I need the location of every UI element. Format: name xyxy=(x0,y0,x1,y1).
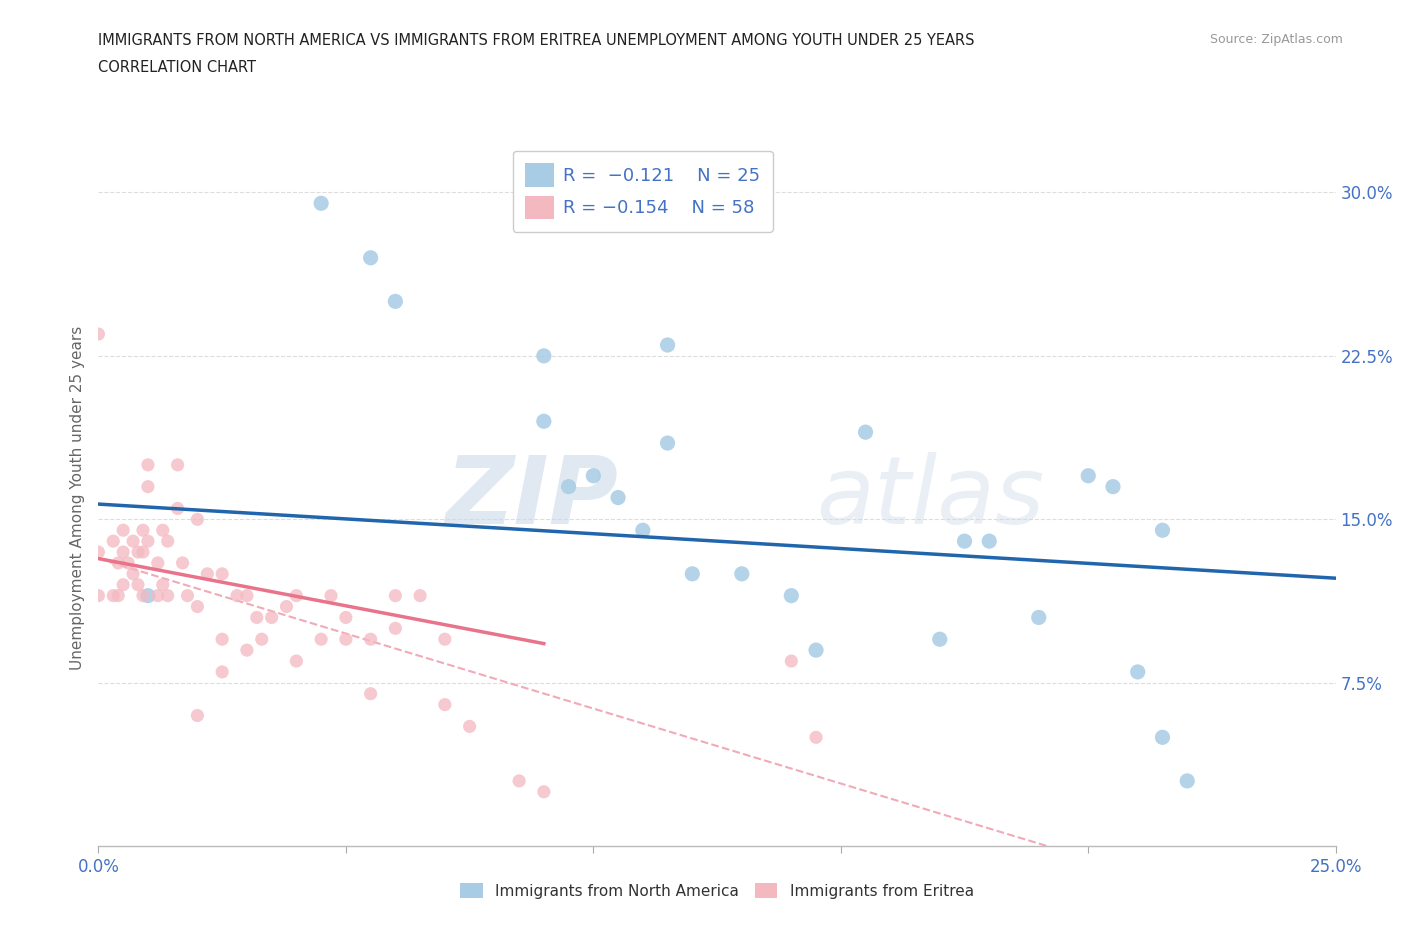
Point xyxy=(152,523,174,538)
Point xyxy=(127,545,149,560)
Point xyxy=(360,686,382,701)
Point xyxy=(780,588,803,603)
Point xyxy=(122,534,145,549)
Point xyxy=(1077,469,1099,484)
Point xyxy=(533,349,555,364)
Point xyxy=(433,631,456,646)
Point xyxy=(172,555,194,570)
Point xyxy=(335,610,357,625)
Point xyxy=(607,490,630,505)
Point xyxy=(533,784,555,799)
Point xyxy=(107,555,129,570)
Point xyxy=(211,566,233,581)
Point xyxy=(103,534,125,549)
Point xyxy=(195,566,218,581)
Text: ZIP: ZIP xyxy=(446,452,619,543)
Point xyxy=(855,425,877,440)
Point xyxy=(122,566,145,581)
Point xyxy=(236,643,259,658)
Point xyxy=(152,578,174,592)
Point xyxy=(409,588,432,603)
Point xyxy=(1102,479,1125,494)
Point xyxy=(127,578,149,592)
Point xyxy=(136,588,159,603)
Point xyxy=(186,708,208,723)
Point xyxy=(384,294,406,309)
Point xyxy=(384,621,406,636)
Point xyxy=(103,588,125,603)
Point xyxy=(186,599,208,614)
Point xyxy=(1175,774,1198,789)
Point xyxy=(953,534,976,549)
Point xyxy=(136,534,159,549)
Point xyxy=(681,566,703,581)
Point xyxy=(309,631,332,646)
Point xyxy=(557,479,579,494)
Point xyxy=(146,555,169,570)
Point xyxy=(136,458,159,472)
Point xyxy=(285,654,308,669)
Point xyxy=(1152,523,1174,538)
Point xyxy=(226,588,249,603)
Point xyxy=(804,643,827,658)
Point xyxy=(211,665,233,680)
Y-axis label: Unemployment Among Youth under 25 years: Unemployment Among Youth under 25 years xyxy=(69,326,84,670)
Point xyxy=(804,730,827,745)
Point xyxy=(250,631,273,646)
Point xyxy=(132,545,155,560)
Point xyxy=(211,631,233,646)
Point xyxy=(458,719,481,734)
Point xyxy=(117,555,139,570)
Point xyxy=(657,435,679,450)
Point xyxy=(166,501,188,516)
Point xyxy=(132,588,155,603)
Legend: Immigrants from North America, Immigrants from Eritrea: Immigrants from North America, Immigrant… xyxy=(454,877,980,905)
Point xyxy=(112,545,135,560)
Point xyxy=(136,479,159,494)
Point xyxy=(146,588,169,603)
Point xyxy=(1152,730,1174,745)
Point xyxy=(166,458,188,472)
Text: atlas: atlas xyxy=(815,452,1045,543)
Point xyxy=(156,534,179,549)
Point xyxy=(780,654,803,669)
Point xyxy=(87,545,110,560)
Point xyxy=(1126,665,1149,680)
Point xyxy=(276,599,298,614)
Point xyxy=(657,338,679,352)
Point xyxy=(731,566,754,581)
Point xyxy=(156,588,179,603)
Point xyxy=(132,523,155,538)
Point xyxy=(112,523,135,538)
Point xyxy=(360,250,382,265)
Point xyxy=(186,512,208,526)
Point xyxy=(87,326,110,341)
Point xyxy=(533,414,555,429)
Point xyxy=(979,534,1001,549)
Point xyxy=(246,610,269,625)
Point xyxy=(433,698,456,712)
Point xyxy=(107,588,129,603)
Point xyxy=(260,610,283,625)
Point xyxy=(112,578,135,592)
Point xyxy=(319,588,342,603)
Text: Source: ZipAtlas.com: Source: ZipAtlas.com xyxy=(1209,33,1343,46)
Point xyxy=(176,588,198,603)
Point xyxy=(309,196,332,211)
Text: IMMIGRANTS FROM NORTH AMERICA VS IMMIGRANTS FROM ERITREA UNEMPLOYMENT AMONG YOUT: IMMIGRANTS FROM NORTH AMERICA VS IMMIGRA… xyxy=(98,33,974,47)
Point xyxy=(384,588,406,603)
Point xyxy=(928,631,950,646)
Point xyxy=(236,588,259,603)
Point xyxy=(285,588,308,603)
Point xyxy=(508,774,530,789)
Point xyxy=(582,469,605,484)
Point xyxy=(335,631,357,646)
Point xyxy=(360,631,382,646)
Point xyxy=(1028,610,1050,625)
Point xyxy=(87,588,110,603)
Point xyxy=(631,523,654,538)
Text: CORRELATION CHART: CORRELATION CHART xyxy=(98,60,256,75)
